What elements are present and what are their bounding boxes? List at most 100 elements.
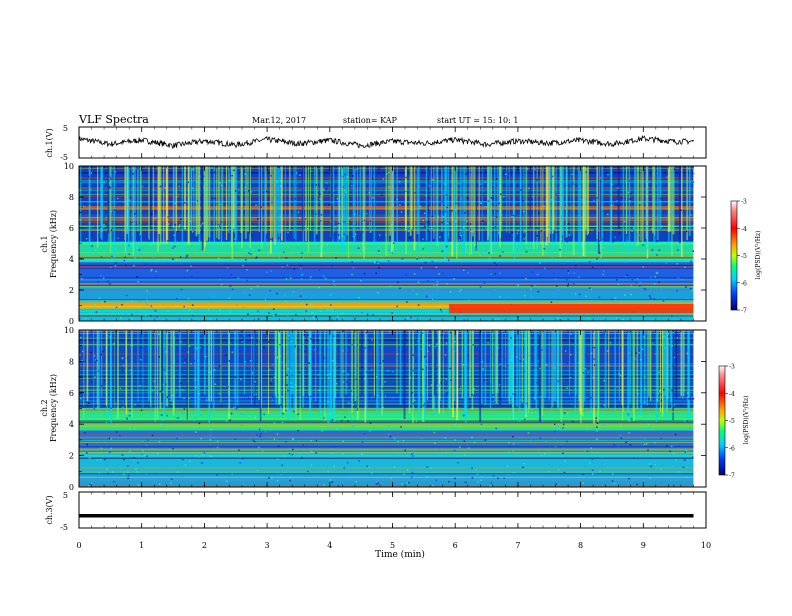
spectral-noise xyxy=(491,384,494,387)
spectral-noise xyxy=(377,262,379,264)
sferic-streak xyxy=(245,166,247,239)
spectral-noise xyxy=(146,306,148,309)
spectral-noise xyxy=(619,434,621,436)
sferic-streak xyxy=(574,330,577,417)
spectral-noise xyxy=(647,449,649,452)
sferic-streak xyxy=(580,330,582,424)
spectral-noise xyxy=(179,256,182,258)
spectral-noise xyxy=(90,333,92,336)
sferic-streak xyxy=(234,330,236,400)
spectral-noise xyxy=(413,307,416,309)
spectral-noise xyxy=(616,200,619,202)
sferic-streak xyxy=(279,330,281,404)
colorbar-tick-label: -3 xyxy=(729,364,735,371)
spectral-noise xyxy=(414,192,416,194)
spectral-noise xyxy=(584,466,587,468)
spectral-noise xyxy=(180,370,183,372)
spectral-noise xyxy=(276,480,279,482)
spectral-noise xyxy=(268,312,270,314)
spectral-noise xyxy=(628,432,630,434)
spectral-noise xyxy=(510,336,512,339)
spectral-noise xyxy=(311,450,313,453)
spectral-noise xyxy=(348,384,351,387)
spectral-noise xyxy=(528,354,531,357)
spectral-noise xyxy=(79,318,81,320)
spectrogram-heatmap xyxy=(79,166,706,321)
spectral-noise xyxy=(625,261,627,263)
spectral-noise xyxy=(124,176,127,179)
spectral-noise xyxy=(388,185,390,188)
spectral-noise xyxy=(122,400,124,403)
spectral-noise xyxy=(252,249,255,251)
spectral-noise xyxy=(277,166,279,168)
spectral-noise xyxy=(342,440,344,442)
colorbar-tick-label: -7 xyxy=(741,308,747,315)
narrowband-line xyxy=(79,257,694,259)
spectral-noise xyxy=(138,249,141,251)
spectral-noise xyxy=(154,472,157,475)
spectral-noise xyxy=(167,319,169,321)
spectral-noise xyxy=(246,268,248,271)
spectral-noise xyxy=(445,194,448,196)
sferic-streak xyxy=(131,330,133,419)
spectral-noise xyxy=(136,246,139,249)
sferic-streak xyxy=(231,166,234,259)
spectral-noise xyxy=(412,289,415,292)
spectral-noise xyxy=(218,309,221,312)
spectral-noise xyxy=(252,439,254,442)
spectral-noise xyxy=(519,360,522,362)
sferic-streak xyxy=(529,330,531,412)
sferic-streak xyxy=(418,166,420,249)
sferic-streak xyxy=(529,166,531,229)
spectral-noise xyxy=(431,227,433,230)
spectral-noise xyxy=(126,294,128,297)
spectral-noise xyxy=(170,461,173,464)
sferic-streak xyxy=(494,330,496,402)
spectral-noise xyxy=(243,337,245,340)
spectral-noise xyxy=(409,376,411,379)
spectral-noise xyxy=(198,392,200,395)
narrowband-line xyxy=(79,449,694,451)
spectral-noise xyxy=(93,316,96,318)
spectral-noise xyxy=(280,473,282,476)
spectral-noise xyxy=(536,179,538,181)
spectral-noise xyxy=(248,294,251,297)
spectral-noise xyxy=(641,348,644,351)
spectral-noise xyxy=(387,228,390,230)
spectral-noise xyxy=(152,256,154,258)
sferic-streak xyxy=(116,330,119,419)
spectral-noise xyxy=(399,204,401,206)
figure-date: Mar.12, 2017 xyxy=(252,116,306,125)
sferic-streak xyxy=(604,330,607,410)
spectral-noise xyxy=(459,446,461,448)
sferic-streak xyxy=(196,330,199,412)
spectral-noise xyxy=(198,175,201,178)
spectral-noise xyxy=(599,177,601,179)
sferic-streak xyxy=(152,166,155,245)
sferic-streak xyxy=(338,166,341,240)
sferic-streak xyxy=(578,330,580,411)
spectral-noise xyxy=(644,387,646,390)
spectral-noise xyxy=(81,277,83,280)
channel-label: ch.1 xyxy=(40,235,49,252)
spectral-noise xyxy=(479,286,482,288)
spectral-noise xyxy=(643,425,645,428)
spectral-noise xyxy=(446,206,448,209)
spectral-noise xyxy=(90,234,93,236)
spectral-noise xyxy=(286,374,288,376)
spectral-noise xyxy=(396,198,398,201)
spectral-noise xyxy=(622,318,624,321)
spectral-noise xyxy=(173,234,175,237)
spectral-noise xyxy=(654,353,657,355)
sferic-streak xyxy=(305,166,307,242)
sferic-streak xyxy=(132,166,135,257)
spectral-noise xyxy=(586,450,589,452)
spectral-noise xyxy=(423,257,425,259)
spectral-noise xyxy=(572,247,575,249)
spectral-noise xyxy=(629,198,631,200)
spectral-noise xyxy=(463,248,465,251)
narrowband-line xyxy=(79,363,694,365)
spectral-noise xyxy=(310,439,312,442)
spectral-noise xyxy=(586,383,588,385)
spectral-noise xyxy=(170,478,173,480)
